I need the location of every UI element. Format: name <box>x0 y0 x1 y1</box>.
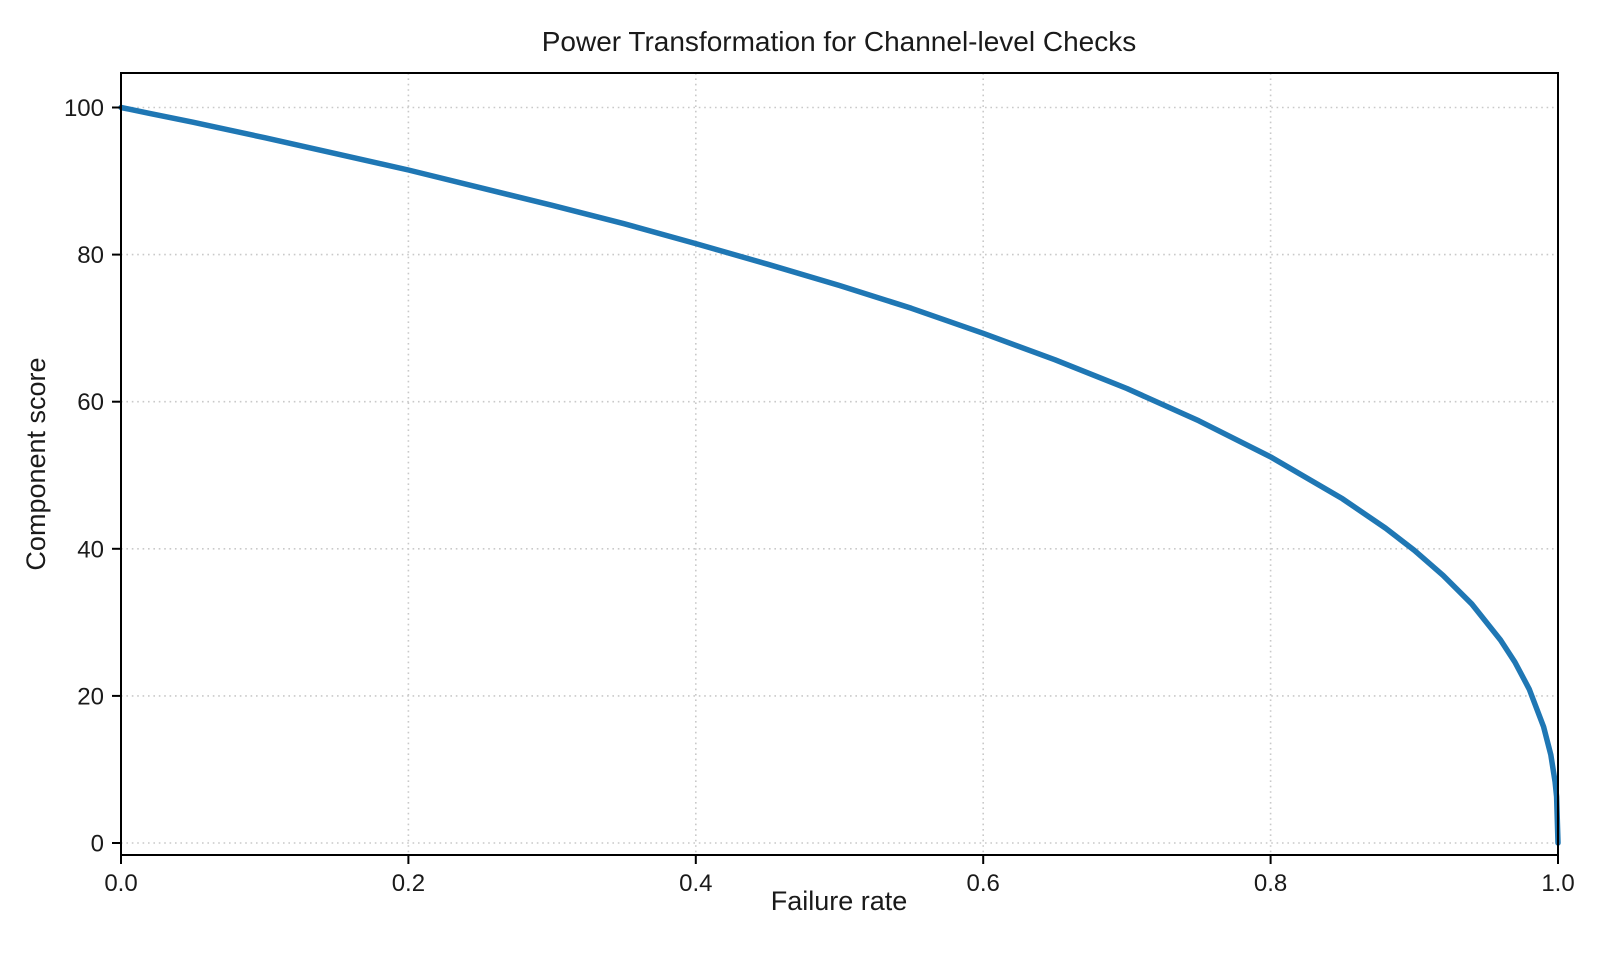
chart-title: Power Transformation for Channel-level C… <box>542 26 1136 57</box>
y-tick-label: 60 <box>77 389 104 416</box>
y-axis-label: Component score <box>21 357 51 570</box>
y-tick-label: 100 <box>64 95 104 122</box>
series-layer <box>118 104 1561 846</box>
series-line <box>118 104 1561 846</box>
x-tick-label: 0.0 <box>104 870 137 897</box>
gridlines <box>120 73 1559 855</box>
plot-frame <box>120 72 1559 856</box>
x-tick-label: 0.4 <box>679 870 712 897</box>
y-tick-label: 40 <box>77 536 104 563</box>
x-tick-label: 0.8 <box>1254 870 1287 897</box>
x-tick-label: 1.0 <box>1541 870 1574 897</box>
y-tick-label: 20 <box>77 683 104 710</box>
y-tick-label: 0 <box>91 831 104 858</box>
x-tick-label: 0.6 <box>967 870 1000 897</box>
ticks: 0.0 0.2 0.4 0.6 0.8 1.0 0 20 40 60 80 100 <box>64 95 1575 897</box>
y-tick-label: 80 <box>77 242 104 269</box>
x-tick-label: 0.2 <box>392 870 425 897</box>
x-axis-label: Failure rate <box>771 886 908 916</box>
